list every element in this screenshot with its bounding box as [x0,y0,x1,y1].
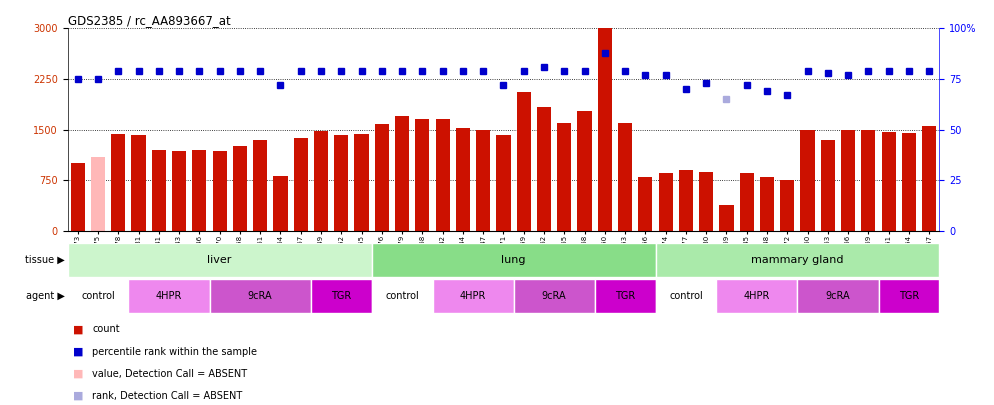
Bar [578,111,591,231]
Text: TGR: TGR [899,291,919,301]
Bar [882,132,896,231]
Text: control: control [386,291,419,301]
Text: count: count [92,324,120,334]
Bar [334,135,348,231]
Bar [717,279,797,313]
Bar [821,141,835,231]
Bar [253,140,267,231]
Bar [618,123,632,231]
Bar [68,243,372,277]
Bar [233,147,247,231]
Bar [514,279,594,313]
Text: 9cRA: 9cRA [826,291,850,301]
Text: control: control [669,291,703,301]
Bar [780,179,794,231]
Bar [679,170,693,231]
Text: value, Detection Call = ABSENT: value, Detection Call = ABSENT [92,369,248,379]
Bar [517,92,531,231]
Bar [375,124,389,231]
Bar [213,151,227,231]
Bar [68,279,128,313]
Text: lung: lung [501,255,526,265]
Text: ■: ■ [73,347,83,356]
Text: 4HPR: 4HPR [460,291,486,301]
Text: ■: ■ [73,391,83,401]
Text: GDS2385 / rc_AA893667_at: GDS2385 / rc_AA893667_at [68,14,231,27]
Text: mammary gland: mammary gland [751,255,844,265]
Bar [537,107,551,231]
Bar [71,163,84,231]
Bar [172,151,186,231]
Bar [800,130,815,231]
Bar [659,173,673,231]
Bar [131,135,146,231]
Text: tissue ▶: tissue ▶ [25,255,65,265]
Text: 4HPR: 4HPR [744,291,770,301]
Text: ■: ■ [73,324,83,334]
Text: control: control [82,291,115,301]
Bar [655,243,939,277]
Text: rank, Detection Call = ABSENT: rank, Detection Call = ABSENT [92,391,243,401]
Bar [210,279,311,313]
Bar [922,126,936,231]
Text: TGR: TGR [615,291,635,301]
Bar [432,279,514,313]
Bar [558,123,572,231]
Bar [476,130,490,231]
Text: ■: ■ [73,369,83,379]
Bar [699,172,714,231]
Bar [395,116,410,231]
Bar [902,133,916,231]
Bar [861,130,876,231]
Bar [192,150,207,231]
Bar [597,28,612,231]
Bar [311,279,372,313]
Bar [273,175,287,231]
Bar [841,130,855,231]
Bar [740,173,753,231]
Bar [594,279,655,313]
Bar [372,279,432,313]
Text: percentile rank within the sample: percentile rank within the sample [92,347,257,356]
Text: TGR: TGR [331,291,352,301]
Text: 9cRA: 9cRA [542,291,567,301]
Bar [655,279,717,313]
Bar [435,119,449,231]
Bar [90,157,105,231]
Bar [456,128,470,231]
Bar [797,279,879,313]
Bar [355,134,369,231]
Bar [415,119,429,231]
Text: 9cRA: 9cRA [248,291,272,301]
Text: agent ▶: agent ▶ [26,291,65,301]
Bar [314,131,328,231]
Bar [720,205,734,231]
Text: 4HPR: 4HPR [156,291,182,301]
Bar [879,279,939,313]
Bar [638,177,652,231]
Bar [293,138,308,231]
Bar [111,134,125,231]
Bar [128,279,210,313]
Bar [152,150,166,231]
Bar [760,177,774,231]
Bar [372,243,655,277]
Bar [496,135,511,231]
Text: liver: liver [208,255,232,265]
